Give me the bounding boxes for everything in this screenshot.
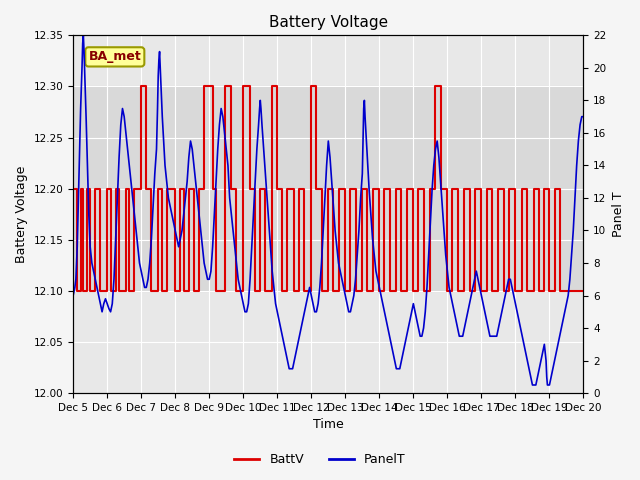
- Y-axis label: Battery Voltage: Battery Voltage: [15, 166, 28, 263]
- Y-axis label: Panel T: Panel T: [612, 192, 625, 237]
- Title: Battery Voltage: Battery Voltage: [269, 15, 388, 30]
- Legend: BattV, PanelT: BattV, PanelT: [229, 448, 411, 471]
- Bar: [73, 86, 584, 291]
- Text: BA_met: BA_met: [88, 50, 141, 63]
- X-axis label: Time: Time: [313, 419, 344, 432]
